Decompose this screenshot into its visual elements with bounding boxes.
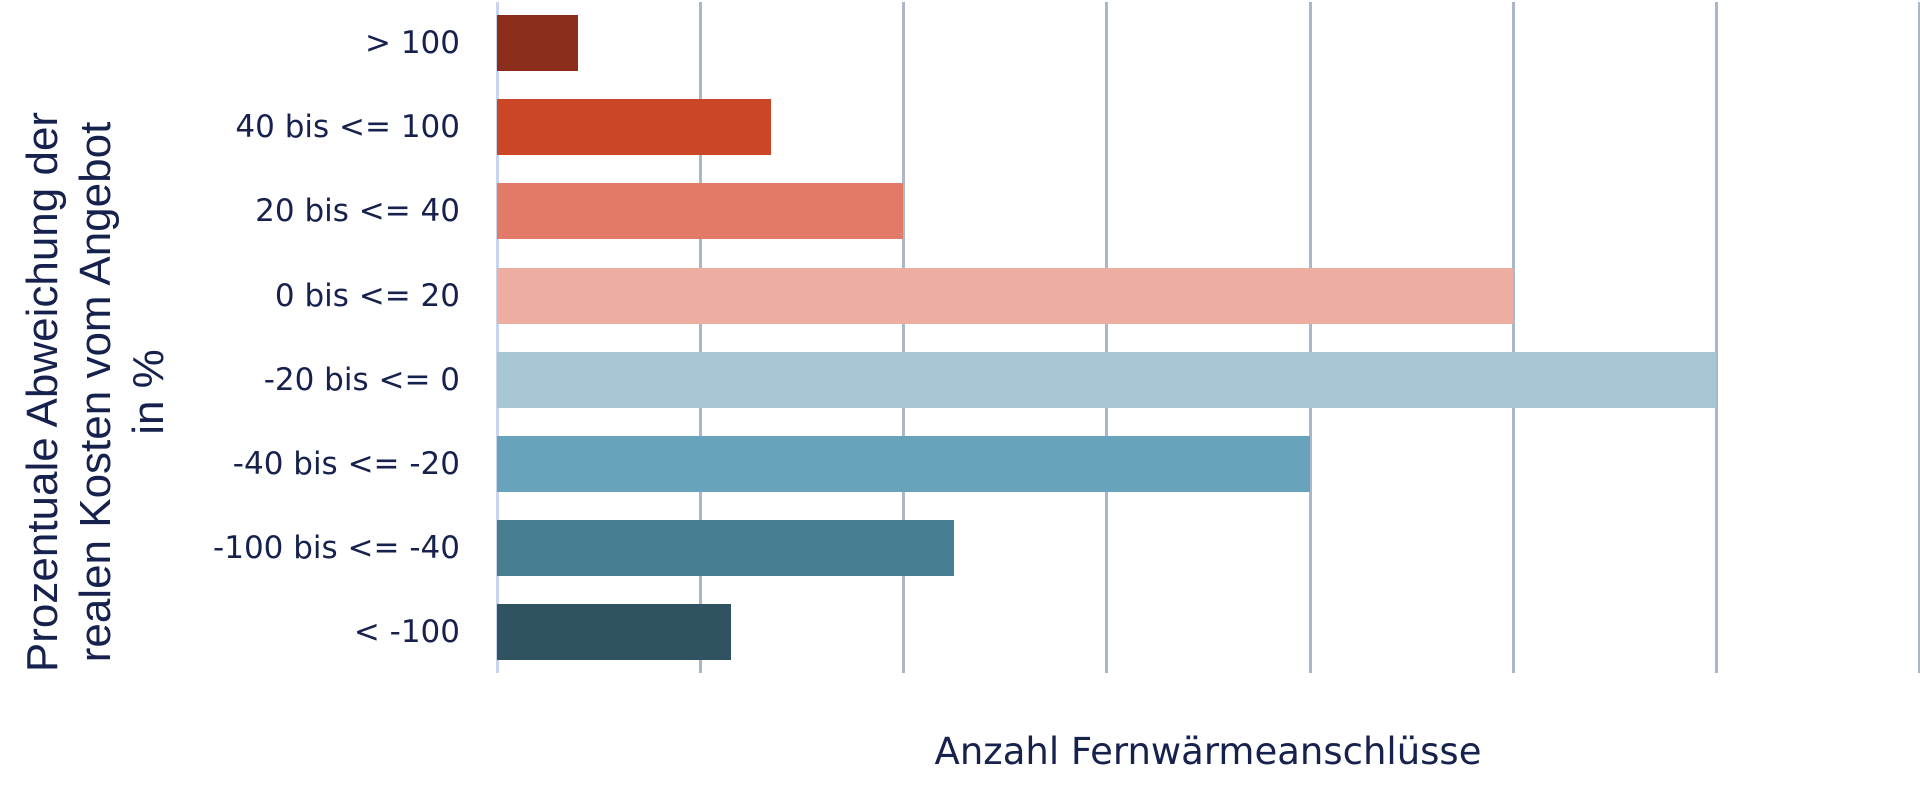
- category-label: > 100: [365, 25, 460, 61]
- gridline: [1918, 2, 1920, 673]
- category-label: 40 bis <= 100: [235, 109, 460, 146]
- category-label: 0 bis <= 20: [274, 277, 460, 314]
- category-label: -100 bis <= -40: [213, 530, 460, 567]
- y-axis-title-line-1: Prozentuale Abweichung der: [18, 111, 67, 673]
- category-label: 20 bis <= 40: [255, 193, 460, 230]
- bar: [497, 99, 772, 156]
- bar: [497, 436, 1310, 492]
- x-axis-title: Anzahl Fernwärmeanschlüsse: [934, 730, 1482, 773]
- bar: [497, 520, 955, 577]
- bar: [497, 183, 904, 240]
- gridline: [1308, 2, 1312, 673]
- gridline: [902, 2, 906, 673]
- bar: [497, 15, 579, 71]
- gridline: [1511, 2, 1515, 673]
- category-label: -40 bis <= -20: [232, 446, 460, 482]
- plot-area: [496, 2, 1920, 673]
- bar: [497, 351, 1716, 408]
- y-axis-line: [496, 2, 499, 673]
- y-axis-title-line-2: realen Kosten vom Angebot: [71, 121, 120, 663]
- category-label: < -100: [353, 614, 460, 651]
- gridline: [1714, 2, 1718, 673]
- gridline: [1105, 2, 1109, 673]
- bar: [497, 604, 731, 661]
- bar: [497, 267, 1513, 324]
- category-label: -20 bis <= 0: [263, 361, 460, 398]
- gridline: [699, 2, 703, 673]
